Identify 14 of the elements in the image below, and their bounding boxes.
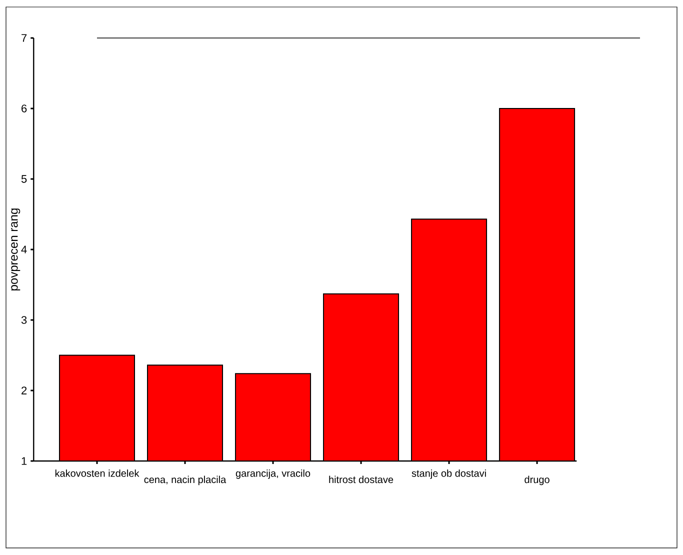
x-tick-label: garancija, vracilo bbox=[236, 470, 310, 479]
x-tick-label: hitrost dostave bbox=[329, 476, 394, 484]
y-axis-title: povprecen rang bbox=[11, 208, 20, 290]
y-tick-label: 1 bbox=[22, 457, 27, 465]
y-tick-label: 2 bbox=[22, 386, 27, 394]
y-tick-label: 5 bbox=[21, 175, 27, 183]
x-tick-label: drugo bbox=[524, 476, 550, 486]
y-tick-label: 3 bbox=[21, 316, 27, 324]
y-tick-label: 7 bbox=[22, 34, 27, 42]
x-tick-label: stanje ob dostavi bbox=[412, 470, 486, 479]
y-tick-label: 6 bbox=[22, 104, 27, 112]
x-tick-label: kakovosten izdelek bbox=[55, 470, 140, 477]
x-tick-label: cena, nacin placila bbox=[144, 476, 226, 486]
y-tick-label: 4 bbox=[21, 246, 27, 254]
